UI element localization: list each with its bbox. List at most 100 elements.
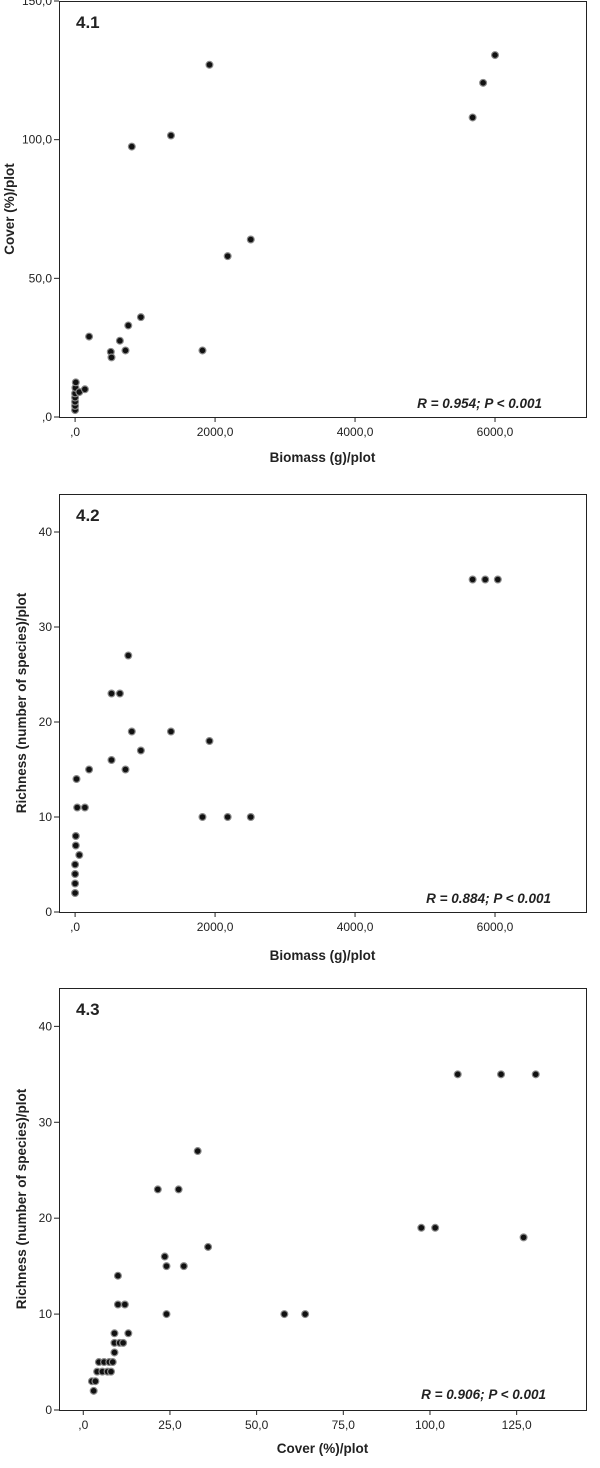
data-point <box>246 812 255 821</box>
data-point <box>519 1233 528 1242</box>
data-point <box>166 727 175 736</box>
data-point <box>115 689 124 698</box>
y-tick-label: 50,0 <box>29 271 53 285</box>
data-point <box>246 235 255 244</box>
data-point <box>162 1310 171 1319</box>
plot-frame <box>59 1 587 418</box>
correlation-annotation: R = 0.906; P < 0.001 <box>421 1387 546 1402</box>
x-axis-title: Biomass (g)/plot <box>270 450 376 465</box>
data-point <box>124 321 133 330</box>
data-point <box>124 651 133 660</box>
panel-label: 4.2 <box>76 506 100 525</box>
panel-4-2: 0 10 20 30 40 ,0 2000,0 4000,0 6000,0 4.2 R = 0.88… <box>14 494 587 963</box>
x-tick-label: 2000,0 <box>197 920 234 934</box>
data-point <box>160 1252 169 1261</box>
data-point <box>153 1185 162 1194</box>
data-point <box>204 1242 213 1251</box>
data-point <box>71 831 80 840</box>
x-tick-label: 6000,0 <box>477 920 514 934</box>
panel-4-3: 0 10 20 30 40 ,0 25,0 50,0 75,0 100,0 125,0 4.3 R = … <box>14 988 587 1456</box>
data-point <box>110 1348 119 1357</box>
data-point <box>119 1338 128 1347</box>
data-point <box>113 1271 122 1280</box>
y-tick-label: 150,0 <box>22 0 52 8</box>
data-point <box>75 850 84 859</box>
x-tick-label: 25,0 <box>158 1418 182 1432</box>
data-point <box>115 336 124 345</box>
data-point <box>85 332 94 341</box>
data-point <box>417 1223 426 1232</box>
data-point <box>453 1070 462 1079</box>
data-point <box>301 1310 310 1319</box>
data-point <box>193 1147 202 1156</box>
data-point <box>468 575 477 584</box>
data-point <box>431 1223 440 1232</box>
y-axis-title: Richness (number of species)/plot <box>14 1088 29 1309</box>
data-point <box>72 774 81 783</box>
y-axis-title: Cover (%)/plot <box>2 163 17 255</box>
data-point <box>223 252 232 261</box>
data-point <box>71 879 80 888</box>
x-axis-title: Cover (%)/plot <box>277 1441 369 1456</box>
y-tick-label: 10 <box>39 810 53 824</box>
data-point <box>531 1070 540 1079</box>
data-point <box>113 1300 122 1309</box>
data-point <box>223 812 232 821</box>
data-point <box>205 60 214 69</box>
x-tick-label: ,0 <box>70 425 80 439</box>
x-tick-label: 6000,0 <box>477 425 514 439</box>
data-point <box>127 142 136 151</box>
data-point <box>174 1185 183 1194</box>
data-point <box>481 575 490 584</box>
data-point <box>80 803 89 812</box>
data-point <box>71 869 80 878</box>
data-point <box>127 727 136 736</box>
data-point <box>124 1329 133 1338</box>
y-tick-label: 10 <box>39 1307 53 1321</box>
y-tick-label: 20 <box>39 715 53 729</box>
correlation-annotation: R = 0.884; P < 0.001 <box>426 891 551 906</box>
y-tick-label: 40 <box>39 1019 53 1033</box>
plot-frame <box>59 988 587 1411</box>
data-point <box>136 746 145 755</box>
y-axis-title: Richness (number of species)/plot <box>14 592 29 813</box>
y-tick-label: 30 <box>39 620 53 634</box>
panel-label: 4.3 <box>76 1000 100 1019</box>
panel-label: 4.1 <box>76 13 100 32</box>
data-point <box>71 378 80 387</box>
y-tick-label: 100,0 <box>22 133 52 147</box>
data-point <box>198 812 207 821</box>
x-tick-label: 50,0 <box>245 1418 269 1432</box>
data-point <box>80 385 89 394</box>
data-point <box>71 841 80 850</box>
plot-frame <box>59 494 587 913</box>
data-point <box>107 755 116 764</box>
data-point <box>468 113 477 122</box>
data-point <box>120 1300 129 1309</box>
x-tick-label: 75,0 <box>332 1418 356 1432</box>
data-point <box>493 575 502 584</box>
data-point <box>198 346 207 355</box>
data-point <box>121 346 130 355</box>
data-point <box>479 78 488 87</box>
data-point <box>110 1329 119 1338</box>
data-point <box>107 1367 116 1376</box>
x-tick-label: 2000,0 <box>197 425 234 439</box>
data-point <box>71 860 80 869</box>
data-point <box>166 131 175 140</box>
x-tick-label: 100,0 <box>415 1418 445 1432</box>
data-point <box>71 888 80 897</box>
y-tick-label: 30 <box>39 1115 53 1129</box>
data-point <box>136 313 145 322</box>
data-point <box>73 803 82 812</box>
x-tick-label: ,0 <box>78 1418 88 1432</box>
data-point <box>162 1262 171 1271</box>
x-tick-label: 4000,0 <box>337 425 374 439</box>
correlation-annotation: R = 0.954; P < 0.001 <box>417 396 542 411</box>
x-tick-label: 4000,0 <box>337 920 374 934</box>
data-point <box>491 51 500 60</box>
y-tick-label: 40 <box>39 525 53 539</box>
data-point <box>107 353 116 362</box>
